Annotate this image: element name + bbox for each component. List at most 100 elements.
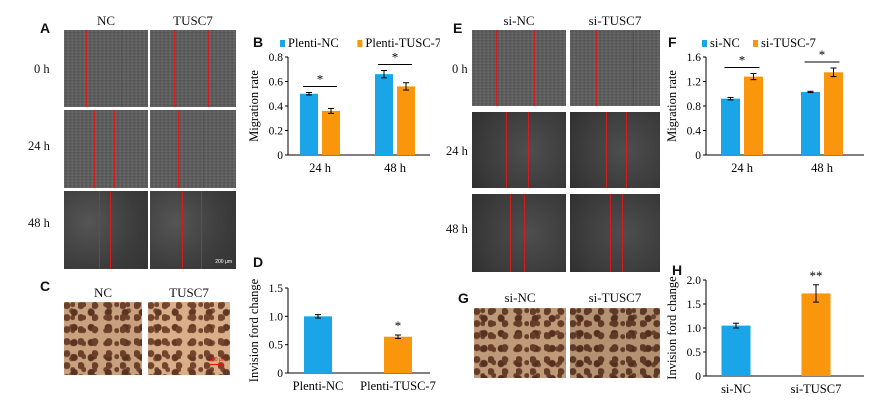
chart-h-ytick-label: 0 xyxy=(695,371,701,383)
chart-b-bar-1-1 xyxy=(397,86,415,155)
micrograph-a-nc-24h xyxy=(64,110,148,188)
chart-f-legend-label-1: si-TUSC-7 xyxy=(761,36,816,50)
micrograph-e-sinc-0h xyxy=(472,30,566,106)
micrograph-e-situsc7-0h xyxy=(570,30,660,106)
chart-b-sig-star-1: * xyxy=(392,49,399,64)
chart-b-bar-1-0 xyxy=(322,110,340,155)
chart-b-ytick-label: 0.2 xyxy=(269,126,284,138)
chart-d-xtick-label-0: Plenti-NC xyxy=(293,379,344,393)
chart-b: 0 0.2 0.4 0.6 0.8 Migration rate Plenti-NC Plen… xyxy=(247,36,440,175)
chart-d-sig-star-1: * xyxy=(395,318,402,333)
chart-d-bar-1 xyxy=(384,336,412,373)
chart-f-ytick-label: 1.2 xyxy=(687,77,702,89)
micrograph-e-sinc-48h xyxy=(472,194,566,272)
chart-f-bar-1-0 xyxy=(744,76,763,155)
chart-b-ytick-label: 0.4 xyxy=(269,101,284,113)
panel-c-col2-title: TUSC7 xyxy=(169,285,209,300)
chart-f-sig-star-1: * xyxy=(819,47,826,62)
micrograph-e-situsc7-48h xyxy=(570,194,660,272)
panel-e-col2-title: si-TUSC7 xyxy=(588,13,642,28)
chart-f-sig-star-0: * xyxy=(739,53,746,68)
chart-h-bar-1 xyxy=(801,293,831,376)
chart-d: 0 0.5 1.0 1.5 Invision ford change Plenti-NC *… xyxy=(247,278,436,393)
scale-bar-c: 100 μm xyxy=(209,357,226,363)
chart-b-legend-label-0: Plenti-NC xyxy=(288,36,339,50)
panel-a-row-48h: 48 h xyxy=(28,216,50,230)
panel-a-row-24h: 24 h xyxy=(28,139,50,153)
panel-letter-b: B xyxy=(253,34,264,50)
chart-f-legend-swatch-0 xyxy=(702,40,707,47)
chart-f: 0 0.4 0.8 1.2 1.6 Migration rate si-NC si-TUSC-… xyxy=(665,36,864,175)
chart-b-ylabel: Migration rate xyxy=(247,70,261,142)
chart-h-ytick-label: 1.0 xyxy=(687,323,702,335)
chart-d-bar-0 xyxy=(304,316,332,373)
panel-g-col1-title: si-NC xyxy=(504,290,536,305)
chart-f-ytick-label: 0.8 xyxy=(687,101,702,113)
chart-b-legend-label-1: Plenti-TUSC-7 xyxy=(365,36,440,50)
chart-d-ytick-label: 1.0 xyxy=(269,311,284,323)
chart-f-legend-label-0: si-NC xyxy=(710,36,740,50)
chart-f-xtick-label-0: 24 h xyxy=(731,161,754,175)
panel-a-col1-title: NC xyxy=(96,13,116,28)
chart-h-ytick-label: 2.0 xyxy=(687,275,702,287)
chart-h-xtick-label-1: si-TUSC7 xyxy=(791,382,842,396)
micrograph-g-sinc xyxy=(474,308,566,378)
scale-bar-a: 200 μm xyxy=(215,259,232,265)
panel-letter-e: E xyxy=(453,20,463,36)
panel-e-row-24h: 24 h xyxy=(446,144,468,158)
chart-f-ytick-label: 0 xyxy=(695,150,701,162)
panel-g-col2-title: si-TUSC7 xyxy=(588,290,642,305)
chart-b-ytick-label: 0 xyxy=(277,150,283,162)
chart-b-legend-swatch-0 xyxy=(280,40,285,47)
panel-c-col1-title: NC xyxy=(93,285,113,300)
chart-d-ytick-label: 0.5 xyxy=(269,340,284,352)
chart-d-ylabel: Invision ford change xyxy=(247,278,261,382)
chart-b-sig-star-0: * xyxy=(317,72,324,87)
micrograph-a-nc-48h xyxy=(64,191,148,269)
micrograph-a-tusc7-0h xyxy=(150,30,236,107)
micrograph-e-sinc-24h xyxy=(472,112,566,188)
chart-h-ylabel: Invision ford change xyxy=(665,276,679,380)
panel-a-col2-title: TUSC7 xyxy=(173,13,213,28)
chart-b-ytick-label: 0.8 xyxy=(269,52,284,64)
chart-h: 0 0.5 1.0 1.5 2.0 Invision ford change si-NC **… xyxy=(665,268,864,396)
chart-f-bar-1-1 xyxy=(824,72,843,155)
chart-f-legend-swatch-1 xyxy=(753,40,758,47)
chart-f-xtick-label-1: 48 h xyxy=(811,161,834,175)
chart-b-xtick-label-0: 24 h xyxy=(309,161,332,175)
panel-letter-h: H xyxy=(672,262,683,278)
panel-a-row-0h: 0 h xyxy=(34,62,50,76)
micrograph-g-situsc7 xyxy=(570,308,660,378)
micrograph-a-nc-0h xyxy=(64,30,148,107)
panel-e-row-0h: 0 h xyxy=(452,62,468,76)
chart-d-ytick-label: 0 xyxy=(277,368,283,380)
chart-b-bar-0-1 xyxy=(375,74,393,155)
panel-e-col1-title: si-NC xyxy=(503,13,535,28)
chart-d-ytick-label: 1.5 xyxy=(269,283,284,295)
chart-f-bar-0-1 xyxy=(801,91,820,155)
panel-letter-d: D xyxy=(253,254,264,270)
chart-b-xtick-label-1: 48 h xyxy=(384,161,407,175)
chart-h-xtick-label-0: si-NC xyxy=(721,382,751,396)
chart-h-bar-0 xyxy=(721,325,751,376)
micrograph-c-tusc7: 100 μm xyxy=(148,302,230,375)
chart-b-legend-swatch-1 xyxy=(357,40,363,47)
micrograph-a-tusc7-48h: 200 μm xyxy=(150,191,236,269)
micrograph-e-situsc7-24h xyxy=(570,112,660,188)
chart-b-bar-0-0 xyxy=(300,93,318,155)
panel-letter-g: G xyxy=(458,290,469,306)
panel-letter-a: A xyxy=(40,20,51,36)
chart-h-ytick-label: 0.5 xyxy=(687,347,702,359)
panel-letter-f: F xyxy=(668,34,677,50)
chart-f-ytick-label: 1.6 xyxy=(687,52,702,64)
panel-letter-c: C xyxy=(40,278,51,294)
chart-f-ylabel: Migration rate xyxy=(665,70,679,142)
micrograph-c-nc xyxy=(64,302,142,375)
chart-b-ytick-label: 0.6 xyxy=(269,77,284,89)
chart-h-ytick-label: 1.5 xyxy=(687,299,702,311)
chart-d-xtick-label-1: Plenti-TUSC-7 xyxy=(360,379,436,393)
chart-h-sig-star-1: ** xyxy=(810,268,823,283)
chart-f-ytick-label: 0.4 xyxy=(687,126,702,138)
panel-e-row-48h: 48 h xyxy=(446,222,468,236)
micrograph-a-tusc7-24h xyxy=(150,110,236,188)
